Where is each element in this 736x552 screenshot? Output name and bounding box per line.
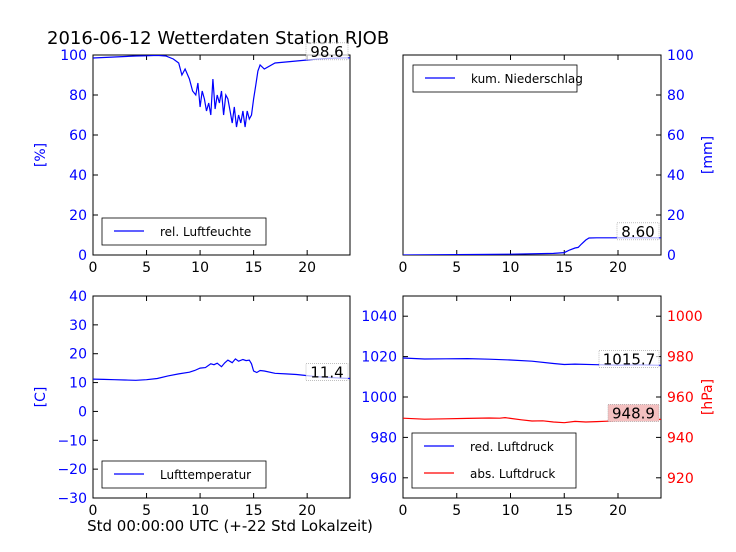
- x-axis-label: Std 00:00:00 UTC (+-22 Std Lokalzeit): [87, 517, 373, 535]
- y-tick-label: 0: [78, 248, 87, 264]
- y-tick-label: 40: [69, 168, 87, 184]
- value-annotation: 1015.7: [603, 350, 656, 368]
- panel-bottom-left: 0 5 10 15 20 −30 −20 −10 0 10 20 30 40 [C] 11.4 Lufttem…: [33, 289, 351, 519]
- y-right-tick-label: 960: [667, 390, 694, 406]
- x-tick-label: 5: [142, 260, 151, 276]
- y-tick-label: −10: [57, 433, 87, 449]
- y-tick-label: 20: [69, 208, 87, 224]
- x-tick-label: 0: [399, 503, 408, 519]
- y-tick-label: 20: [69, 347, 87, 363]
- series-line: [403, 237, 661, 255]
- x-tick-label: 10: [191, 260, 209, 276]
- x-tick-label: 20: [298, 260, 316, 276]
- value-annotation-box: [305, 42, 349, 61]
- series-line: [93, 55, 350, 128]
- y-tick-label: 1040: [361, 309, 397, 325]
- panel-bottom-right: 0 5 10 15 20 960 980 1000 1020 1040 920 940 960 980 10…: [361, 295, 716, 519]
- legend-label: Lufttemperatur: [160, 468, 251, 482]
- x-tick-label: 20: [298, 503, 316, 519]
- x-tick-label: 20: [609, 260, 627, 276]
- value-annotation: 8.60: [621, 223, 654, 241]
- y-tick-label: −30: [57, 491, 87, 507]
- y-right-tick-label: 1000: [667, 309, 703, 325]
- plot-frame: [92, 295, 351, 499]
- x-tick-label: 15: [245, 503, 263, 519]
- legend-box: [411, 432, 577, 489]
- y-tick-label: 1000: [361, 390, 397, 406]
- value-annotation-box: [616, 222, 660, 241]
- legend-box: [101, 217, 267, 246]
- legend-label: abs. Luftdruck: [470, 467, 555, 481]
- y-tick-label: 1020: [361, 350, 397, 366]
- x-tick-label: 5: [142, 503, 151, 519]
- value-annotation: 98.6: [310, 43, 343, 61]
- value-annotation: 948.9: [612, 404, 655, 422]
- y-axis-label: [mm]: [700, 136, 716, 174]
- y-tick-label: 80: [667, 88, 685, 104]
- plot-frame: [402, 54, 662, 256]
- plot-frame: [92, 54, 351, 256]
- series-line: [93, 358, 350, 381]
- legend-label: red. Luftdruck: [470, 440, 554, 454]
- value-annotation-box: [607, 404, 660, 422]
- y-right-tick-label: 980: [667, 350, 694, 366]
- y-tick-label: 80: [69, 88, 87, 104]
- figure-title: 2016-06-12 Wetterdaten Station RJOB: [47, 28, 389, 49]
- x-tick-label: 15: [555, 503, 573, 519]
- x-tick-label: 5: [452, 503, 461, 519]
- y-axis-label: [hPa]: [700, 379, 716, 415]
- x-tick-label: 15: [555, 260, 573, 276]
- legend-label: kum. Niederschlag: [471, 72, 583, 86]
- y-tick-label: 30: [69, 318, 87, 334]
- x-tick-label: 0: [89, 260, 98, 276]
- y-tick-label: 60: [69, 128, 87, 144]
- x-tick-label: 5: [452, 260, 461, 276]
- y-tick-label: 20: [667, 208, 685, 224]
- x-tick-label: 10: [191, 503, 209, 519]
- y-tick-label: −20: [57, 462, 87, 478]
- x-tick-label: 20: [609, 503, 627, 519]
- x-tick-label: 15: [245, 260, 263, 276]
- y-tick-label: 960: [370, 471, 397, 487]
- value-annotation-box: [598, 349, 660, 368]
- y-tick-label: 100: [60, 48, 87, 64]
- y-axis-label: [%]: [33, 143, 49, 167]
- y-axis-label: [C]: [33, 387, 49, 408]
- y-right-tick-label: 920: [667, 471, 694, 487]
- legend-label: rel. Luftfeuchte: [160, 225, 251, 239]
- value-annotation: 11.4: [310, 364, 343, 382]
- panel-top-right: 0 5 10 15 20 0 20 40 60 80 100 [mm] 8.60 kum. Nieders…: [399, 48, 716, 276]
- y-right-tick-label: 940: [667, 430, 694, 446]
- y-tick-label: 100: [667, 48, 694, 64]
- x-tick-label: 10: [502, 260, 520, 276]
- x-tick-label: 0: [399, 260, 408, 276]
- x-tick-label: 0: [89, 503, 98, 519]
- y-tick-label: 10: [69, 376, 87, 392]
- x-tick-label: 10: [502, 503, 520, 519]
- y-tick-label: 0: [667, 248, 676, 264]
- panel-top-left: 0 5 10 15 20 0 20 40 60 80 100 [%] 98.6 rel. Luftfeuc…: [33, 42, 351, 276]
- y-tick-label: 60: [667, 128, 685, 144]
- value-annotation-box: [305, 363, 349, 381]
- y-tick-label: 40: [69, 289, 87, 305]
- y-tick-label: 980: [370, 430, 397, 446]
- y-tick-label: 40: [667, 168, 685, 184]
- y-tick-label: 0: [78, 404, 87, 420]
